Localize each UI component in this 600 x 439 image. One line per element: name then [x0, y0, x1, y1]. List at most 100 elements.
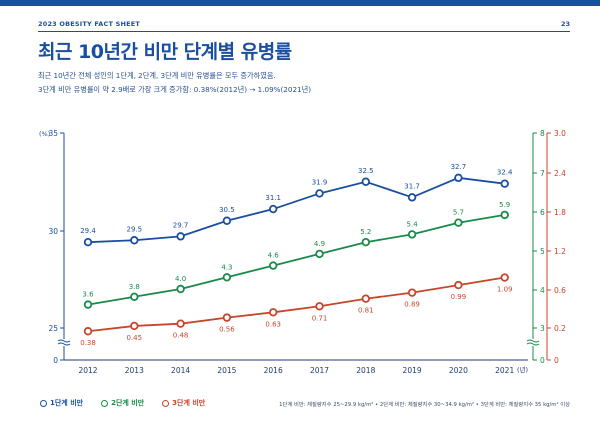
data-point-stage1 — [454, 173, 463, 183]
left-axis-tick-label: 30 — [48, 227, 58, 236]
x-axis-tick-label: 2019 — [403, 366, 422, 375]
data-label-stage3: 0.89 — [404, 301, 420, 309]
x-axis-tick-label: 2013 — [125, 366, 144, 375]
description-line-1: 최근 10년간 전체 성인의 1단계, 2단계, 3단계 비만 유병률은 모두 … — [38, 71, 276, 80]
green-axis-tick-label: 6 — [540, 208, 545, 217]
data-label-stage3: 0.48 — [173, 332, 189, 340]
data-point-stage1 — [407, 193, 417, 202]
data-point-stage3 — [176, 319, 185, 328]
data-point-stage1 — [500, 179, 509, 188]
series-line-stage3 — [87, 276, 505, 333]
green-axis-tick-label: 5 — [540, 247, 545, 256]
legend-marker-stage2 — [101, 399, 109, 407]
data-point-stage1 — [176, 232, 185, 241]
data-point-stage1 — [361, 177, 370, 186]
data-point-stage3 — [454, 280, 463, 290]
data-point-stage1 — [315, 189, 324, 198]
red-axis-tick-label: 1.8 — [554, 208, 566, 217]
data-point-stage2 — [361, 237, 370, 247]
legend-marker-stage3 — [162, 399, 170, 407]
x-axis-unit: (년) — [517, 365, 528, 374]
data-label-stage1: 32.4 — [497, 169, 513, 177]
data-label-stage1: 29.7 — [173, 221, 189, 229]
data-label-stage1: 30.5 — [219, 206, 235, 214]
data-point-stage3 — [407, 288, 417, 297]
data-label-stage2: 4.0 — [175, 275, 186, 283]
axis-break-mark — [526, 339, 540, 346]
x-axis-tick-label: 2021 — [495, 366, 514, 375]
data-label-stage1: 32.7 — [451, 163, 467, 171]
x-axis-tick-label: 2017 — [310, 366, 329, 375]
data-point-stage3 — [500, 273, 509, 282]
legend-item-stage1: 1단계 비만 — [40, 398, 83, 408]
legend-label-stage2: 2단계 비만 — [111, 399, 145, 407]
data-point-stage2 — [130, 292, 139, 301]
data-label-stage2: 5.9 — [499, 201, 510, 209]
data-label-stage3: 0.81 — [358, 307, 374, 315]
data-label-stage2: 5.2 — [360, 228, 371, 236]
red-axis-tick-label: 2.4 — [554, 169, 566, 178]
green-axis-tick-label: 7 — [540, 169, 545, 178]
x-axis-tick-label: 2012 — [78, 366, 97, 375]
green-axis-tick-label: 0 — [540, 356, 545, 365]
data-point-stage3 — [269, 308, 278, 317]
x-axis-tick-label: 2018 — [356, 366, 375, 375]
green-axis-tick-label: 8 — [540, 129, 545, 138]
data-label-stage1: 31.1 — [265, 194, 281, 202]
left-axis-tick-label: 0 — [53, 356, 58, 365]
data-point-stage2 — [454, 218, 463, 227]
series-line-stage1 — [87, 176, 505, 244]
green-axis-tick-label: 3 — [540, 324, 545, 333]
data-label-stage3: 0.38 — [80, 339, 96, 347]
data-point-stage2 — [315, 249, 324, 259]
data-point-stage2 — [222, 273, 232, 282]
footnote: 1단계 비만: 체질량지수 25~29.9 kg/m² • 2단계 비만: 체질… — [279, 402, 570, 408]
data-point-stage3 — [361, 294, 370, 303]
axis-break-mask — [527, 339, 539, 346]
data-point-stage1 — [83, 237, 93, 247]
data-label-stage3: 1.09 — [497, 286, 513, 294]
red-axis-tick-label: 0.2 — [554, 324, 566, 333]
data-point-stage3 — [130, 321, 139, 331]
data-label-stage3: 0.56 — [219, 326, 235, 334]
legend-label-stage1: 1단계 비만 — [50, 399, 84, 407]
x-axis-tick-label: 2016 — [264, 366, 283, 375]
data-point-stage2 — [500, 210, 509, 220]
data-label-stage1: 31.7 — [404, 182, 420, 190]
x-axis-tick-label: 2020 — [449, 366, 468, 375]
legend-item-stage2: 2단계 비만 — [101, 398, 144, 408]
left-axis-unit: (%) — [39, 130, 50, 138]
header-left: 2023 OBESITY FACT SHEET — [38, 20, 141, 28]
data-point-stage2 — [176, 284, 185, 294]
x-axis-tick-label: 2014 — [171, 366, 190, 375]
data-point-stage1 — [269, 204, 278, 214]
page-number: 23 — [560, 20, 570, 28]
data-point-stage3 — [83, 327, 93, 336]
data-label-stage2: 4.9 — [314, 240, 325, 248]
axis-break-mask — [58, 339, 70, 346]
red-axis-tick-label: 0.6 — [554, 286, 566, 295]
data-point-stage2 — [407, 230, 417, 239]
data-label-stage1: 31.9 — [312, 178, 328, 186]
data-label-stage3: 0.71 — [312, 314, 328, 322]
data-point-stage1 — [222, 216, 232, 225]
data-label-stage2: 5.7 — [453, 209, 464, 217]
data-label-stage3: 0.63 — [265, 320, 281, 328]
top-bar — [0, 0, 600, 6]
data-label-stage1: 29.5 — [127, 225, 143, 233]
legend-label-stage3: 3단계 비만 — [172, 399, 206, 407]
data-point-stage1 — [130, 236, 139, 245]
legend-marker-stage1 — [40, 399, 47, 407]
data-label-stage2: 3.6 — [82, 291, 94, 299]
page-title: 최근 10년간 비만 단계별 유병률 — [38, 41, 292, 63]
red-axis-tick-label: 1.2 — [554, 247, 566, 256]
description-line-2: 3단계 비만 유병률이 약 2.9배로 가장 크게 증가함: 0.38%(201… — [38, 85, 312, 94]
data-point-stage3 — [222, 313, 232, 322]
series-line-stage2 — [87, 214, 505, 306]
data-label-stage1: 32.5 — [358, 167, 374, 175]
header-divider — [38, 31, 570, 32]
left-axis-tick-label: 35 — [48, 129, 58, 138]
red-axis-tick-label: 0 — [554, 356, 559, 365]
data-label-stage2: 5.4 — [407, 220, 419, 228]
